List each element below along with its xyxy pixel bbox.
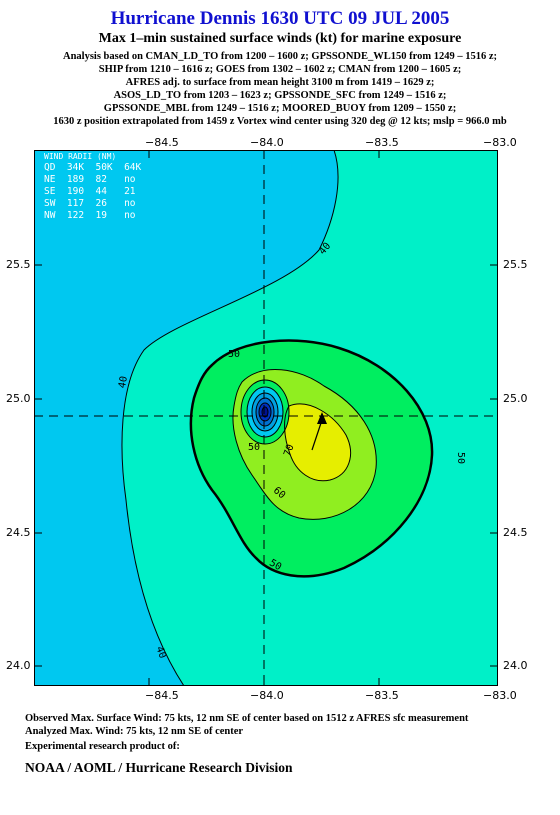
contour-40-line — [121, 150, 339, 686]
wind-radii-header: QD 34K 50K 64K — [44, 162, 142, 173]
experimental-note: Experimental research product of: — [25, 741, 180, 752]
wind-radii-table: WIND RADII (NM) QD 34K 50K 64K NE 189 82… — [44, 152, 142, 221]
contour-70-line — [284, 403, 351, 482]
x-tick-bottom-2: −84.0 — [250, 689, 284, 702]
analysis-line-5: GPSSONDE_MBL from 1249 – 1516 z; MOORED_… — [103, 103, 457, 114]
x-tick-top-3: −83.5 — [365, 136, 399, 149]
map-title: Hurricane Dennis 1630 UTC 09 JUL 2005 — [110, 8, 450, 29]
analyzed-max-wind: Analyzed Max. Wind: 75 kts, 12 nm SE of … — [25, 726, 244, 737]
y-tick-left-3: 24.5 — [6, 526, 31, 539]
x-tick-bottom-3: −83.5 — [365, 689, 399, 702]
wind-radii-title: WIND RADII (NM) — [44, 152, 116, 161]
map-frame — [34, 150, 498, 686]
organization-credit: NOAA / AOML / Hurricane Research Divisio… — [25, 760, 293, 775]
wind-field-map: WIND RADII (NM) QD 34K 50K 64K NE 189 82… — [34, 150, 498, 686]
analysis-line-6: 1630 z position extrapolated from 1459 z… — [53, 116, 507, 127]
y-tick-left-2: 25.0 — [6, 392, 31, 405]
x-tick-top-1: −84.5 — [145, 136, 179, 149]
analysis-line-1: Analysis based on CMAN_LD_TO from 1200 –… — [62, 51, 497, 62]
analysis-line-4: ASOS_LD_TO from 1203 – 1623 z; GPSSONDE_… — [113, 90, 447, 101]
contour-label-70: 70 — [282, 443, 296, 458]
motion-arrow-head — [317, 412, 327, 424]
wind-band-70 — [284, 403, 351, 481]
analysis-line-3: AFRES adj. to surface from mean height 3… — [125, 77, 435, 88]
contour-label-50-inner: 50 — [248, 442, 260, 453]
x-tick-top-2: −84.0 — [250, 136, 284, 149]
map-subtitle: Max 1–min sustained surface winds (kt) f… — [98, 31, 462, 46]
wind-radii-row-nw: NW 122 19 no — [44, 210, 136, 221]
x-tick-bottom-4: −83.0 — [483, 689, 517, 702]
contour-label-50-right: 50 — [455, 452, 466, 464]
wind-radii-row-se: SE 190 44 21 — [44, 186, 136, 197]
contour-label-50-top: 50 — [228, 349, 240, 360]
y-tick-right-4: 24.0 — [503, 659, 528, 672]
contour-60-line — [232, 369, 377, 520]
contour-50-line — [189, 339, 434, 578]
wind-radii-row-sw: SW 117 26 no — [44, 198, 136, 209]
observed-max-wind: Observed Max. Surface Wind: 75 kts, 12 n… — [25, 713, 469, 724]
motion-arrow-shaft — [311, 419, 323, 451]
contour-label-50-bottom: 50 — [267, 558, 283, 574]
y-tick-left-4: 24.0 — [6, 659, 31, 672]
x-tick-bottom-1: −84.5 — [145, 689, 179, 702]
x-tick-top-4: −83.0 — [483, 136, 517, 149]
contour-label-40-lower: 40 — [153, 645, 167, 660]
analysis-line-2: SHIP from 1210 – 1616 z; GOES from 1302 … — [98, 64, 462, 75]
contour-label-40-left: 40 — [117, 375, 130, 389]
y-tick-left-1: 25.5 — [6, 258, 31, 271]
y-tick-right-3: 24.5 — [503, 526, 528, 539]
wind-radii-row-ne: NE 189 82 no — [44, 174, 136, 185]
y-tick-right-1: 25.5 — [503, 258, 528, 271]
y-tick-right-2: 25.0 — [503, 392, 528, 405]
